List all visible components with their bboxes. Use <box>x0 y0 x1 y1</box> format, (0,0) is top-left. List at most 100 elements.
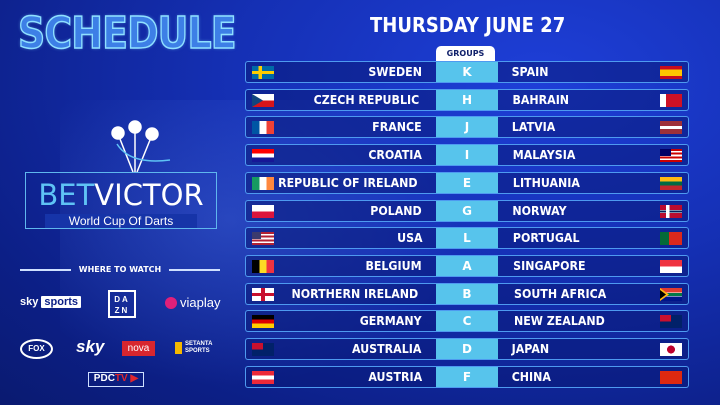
home-team-name: BELGIUM <box>365 258 422 273</box>
group-letter: D <box>436 338 498 360</box>
logo-frame <box>25 172 217 229</box>
away-team: NEW ZEALAND <box>498 310 689 333</box>
away-team-name: BAHRAIN <box>512 92 570 107</box>
viaplay-logo: viaplay <box>165 295 220 310</box>
away-team: JAPAN <box>498 338 689 360</box>
match-row: AUSTRIA F CHINA <box>245 365 689 388</box>
away-team: MALAYSIA <box>498 144 689 167</box>
flag-south-africa-icon <box>660 287 682 301</box>
where-to-watch-heading: WHERE TO WATCH <box>20 265 220 274</box>
flag-czech-icon <box>252 93 274 107</box>
flag-singapore-icon <box>660 259 682 273</box>
flag-sweden-icon <box>252 66 274 79</box>
home-team-name: CZECH REPUBLIC <box>313 92 420 107</box>
home-team-name: AUSTRALIA <box>351 342 421 356</box>
away-team-name: LATVIA <box>511 120 556 135</box>
nova-logo: nova <box>122 341 155 356</box>
group-letter: K <box>436 61 498 83</box>
groups-header: GROUPS <box>436 46 495 61</box>
away-team-name: LITHUANIA <box>512 175 580 190</box>
match-row: AUSTRALIA D JAPAN <box>245 338 689 360</box>
flag-malaysia-icon <box>660 149 682 163</box>
match-row: POLAND G NORWAY <box>245 199 689 222</box>
home-team-name: NORTHERN IRELAND <box>291 286 419 301</box>
group-letter: A <box>436 254 498 277</box>
flag-usa-icon <box>252 232 274 246</box>
away-team-name: SPAIN <box>511 65 549 79</box>
match-row: GERMANY C NEW ZEALAND <box>245 310 689 333</box>
away-team-name: NORWAY <box>512 203 567 218</box>
home-team: CZECH REPUBLIC <box>245 88 436 111</box>
setanta-sports-logo: SETANTA SPORTS <box>175 341 212 355</box>
flag-ireland-icon <box>252 176 274 190</box>
home-team: AUSTRALIA <box>245 338 436 360</box>
group-letter: C <box>436 310 498 333</box>
match-row: CZECH REPUBLIC H BAHRAIN <box>245 88 689 111</box>
flag-austria-icon <box>252 370 274 384</box>
away-team: SINGAPORE <box>498 254 689 277</box>
home-team: GERMANY <box>245 310 436 333</box>
away-team: SPAIN <box>498 61 689 83</box>
flag-spain-icon <box>660 66 682 79</box>
home-team: SWEDEN <box>245 61 436 83</box>
flag-japan-icon <box>660 343 682 356</box>
brand-name: BETVICTOR <box>38 178 204 212</box>
away-team: LATVIA <box>498 116 689 139</box>
flag-germany-icon <box>252 315 274 329</box>
home-team-name: USA <box>397 231 423 246</box>
home-team-name: FRANCE <box>372 120 422 135</box>
sky-sports-logo: sky sports <box>20 296 82 308</box>
away-team-name: CHINA <box>511 369 551 384</box>
home-team: USA <box>245 227 436 250</box>
flag-lithuania-icon <box>660 176 682 190</box>
home-team: FRANCE <box>245 116 436 139</box>
away-team: PORTUGAL <box>498 227 689 250</box>
home-team-name: REPUBLIC OF IRELAND <box>278 175 418 190</box>
page-title: SCHEDULE <box>17 7 237 60</box>
schedule-date: THURSDAY JUNE 27 <box>370 13 566 37</box>
flag-australia-icon <box>252 343 274 356</box>
home-team: REPUBLIC OF IRELAND <box>245 171 436 194</box>
flag-portugal-icon <box>660 232 682 246</box>
group-letter: J <box>436 116 498 139</box>
event-name: World Cup Of Darts <box>45 214 197 228</box>
home-team-name: CROATIA <box>368 148 422 163</box>
away-team: LITHUANIA <box>498 171 689 194</box>
match-row: REPUBLIC OF IRELAND E LITHUANIA <box>245 171 689 194</box>
match-row: SWEDEN K SPAIN <box>245 61 689 83</box>
flag-northern-ireland-icon <box>252 287 274 301</box>
group-letter: L <box>436 227 498 250</box>
flag-new-zealand-icon <box>660 315 682 329</box>
flag-croatia-icon <box>252 149 274 163</box>
betvictor-logo: BETVICTOR World Cup Of Darts <box>25 120 217 230</box>
match-row: FRANCE J LATVIA <box>245 116 689 139</box>
group-letter: B <box>436 282 498 305</box>
home-team-name: POLAND <box>370 203 422 218</box>
away-team-name: PORTUGAL <box>512 231 580 246</box>
match-row: CROATIA I MALAYSIA <box>245 144 689 167</box>
group-letter: I <box>436 144 498 167</box>
group-letter: F <box>436 365 498 388</box>
home-team-name: GERMANY <box>359 314 422 329</box>
darts-icon <box>111 120 171 173</box>
flag-norway-icon <box>660 204 682 218</box>
match-row: NORTHERN IRELAND B SOUTH AFRICA <box>245 282 689 305</box>
dazn-logo: DA ZN <box>108 290 136 318</box>
group-letter: H <box>436 88 498 111</box>
group-letter: G <box>436 199 498 222</box>
flag-china-icon <box>660 370 682 384</box>
away-team-name: JAPAN <box>511 342 550 356</box>
flag-latvia-icon <box>660 121 682 135</box>
away-team-name: NEW ZEALAND <box>513 314 605 329</box>
flag-poland-icon <box>252 204 274 218</box>
away-team-name: MALAYSIA <box>512 148 576 163</box>
away-team: BAHRAIN <box>498 88 689 111</box>
match-row: BELGIUM A SINGAPORE <box>245 254 689 277</box>
away-team: SOUTH AFRICA <box>498 282 689 305</box>
sky-logo: sky <box>76 337 105 356</box>
fox-sports-logo: FOX <box>20 339 53 359</box>
away-team: CHINA <box>498 365 689 388</box>
home-team: POLAND <box>245 199 436 222</box>
group-letter: E <box>436 171 498 194</box>
flag-bahrain-icon <box>660 93 682 107</box>
